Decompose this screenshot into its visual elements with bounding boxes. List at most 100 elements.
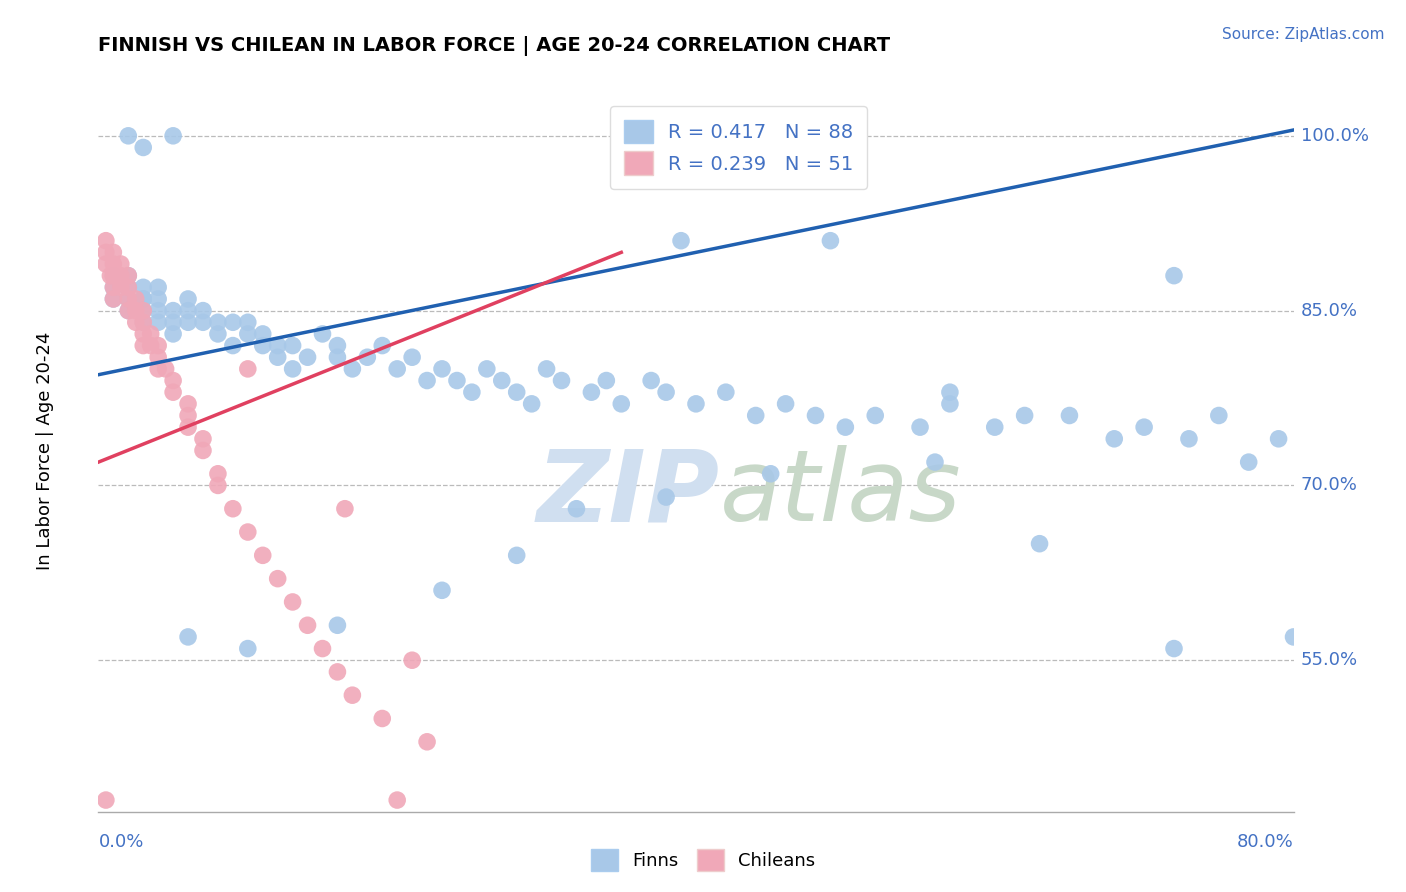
Point — [1282, 630, 1305, 644]
Text: In Labor Force | Age 20-24: In Labor Force | Age 20-24 — [35, 331, 53, 570]
Point — [191, 315, 214, 329]
Point — [148, 315, 170, 329]
Point — [148, 280, 170, 294]
Point — [745, 409, 768, 423]
Point — [565, 501, 588, 516]
Point — [148, 362, 170, 376]
Point — [1237, 455, 1260, 469]
Point — [1178, 432, 1201, 446]
Point — [110, 257, 132, 271]
Point — [117, 268, 139, 283]
Point — [520, 397, 543, 411]
Point — [132, 140, 155, 154]
Point — [117, 303, 139, 318]
Point — [222, 501, 245, 516]
Point — [1163, 268, 1185, 283]
Point — [207, 478, 229, 492]
Point — [1163, 641, 1185, 656]
Point — [236, 315, 259, 329]
Point — [610, 397, 633, 411]
Point — [162, 385, 184, 400]
Point — [267, 338, 290, 352]
Point — [371, 338, 394, 352]
Point — [94, 257, 117, 271]
Point — [117, 303, 139, 318]
Point — [416, 735, 439, 749]
Point — [385, 362, 409, 376]
Point — [446, 374, 468, 388]
Point — [267, 572, 290, 586]
Point — [1208, 409, 1230, 423]
Point — [326, 350, 349, 364]
Point — [506, 549, 529, 563]
Point — [714, 385, 737, 400]
Point — [252, 326, 274, 341]
Point — [1059, 409, 1081, 423]
Point — [94, 793, 117, 807]
Point — [94, 245, 117, 260]
Point — [385, 793, 409, 807]
Point — [342, 688, 364, 702]
Point — [640, 374, 662, 388]
Point — [236, 524, 259, 539]
Text: 85.0%: 85.0% — [1301, 301, 1358, 319]
Point — [177, 420, 200, 434]
Point — [117, 268, 139, 283]
Point — [775, 397, 797, 411]
Point — [103, 268, 125, 283]
Point — [125, 292, 148, 306]
Point — [536, 362, 558, 376]
Point — [191, 432, 214, 446]
Point — [252, 549, 274, 563]
Point — [595, 374, 617, 388]
Point — [162, 326, 184, 341]
Point — [139, 326, 162, 341]
Point — [401, 653, 423, 667]
Point — [222, 338, 245, 352]
Point — [281, 595, 304, 609]
Point — [191, 443, 214, 458]
Text: 100.0%: 100.0% — [1301, 127, 1369, 145]
Text: FINNISH VS CHILEAN IN LABOR FORCE | AGE 20-24 CORRELATION CHART: FINNISH VS CHILEAN IN LABOR FORCE | AGE … — [98, 36, 890, 55]
Point — [125, 303, 148, 318]
Point — [371, 711, 394, 725]
Point — [207, 326, 229, 341]
Point — [416, 374, 439, 388]
Point — [162, 315, 184, 329]
Point — [103, 268, 125, 283]
Point — [491, 374, 513, 388]
Point — [110, 268, 132, 283]
Point — [356, 350, 378, 364]
Point — [326, 338, 349, 352]
Point — [177, 303, 200, 318]
Point — [333, 501, 356, 516]
Point — [177, 630, 200, 644]
Point — [461, 385, 484, 400]
Point — [820, 234, 842, 248]
Point — [117, 292, 139, 306]
Point — [103, 245, 125, 260]
Text: Source: ZipAtlas.com: Source: ZipAtlas.com — [1222, 27, 1385, 42]
Legend: Finns, Chileans: Finns, Chileans — [583, 842, 823, 879]
Legend: R = 0.417   N = 88, R = 0.239   N = 51: R = 0.417 N = 88, R = 0.239 N = 51 — [610, 106, 868, 188]
Point — [1028, 537, 1050, 551]
Point — [236, 326, 259, 341]
Point — [236, 362, 259, 376]
Point — [132, 315, 155, 329]
Text: 55.0%: 55.0% — [1301, 651, 1358, 669]
Point — [342, 362, 364, 376]
Point — [177, 409, 200, 423]
Point — [139, 338, 162, 352]
Point — [103, 280, 125, 294]
Point — [506, 385, 529, 400]
Point — [311, 641, 333, 656]
Point — [1133, 420, 1156, 434]
Point — [94, 234, 117, 248]
Point — [207, 315, 229, 329]
Text: 70.0%: 70.0% — [1301, 476, 1358, 494]
Point — [103, 280, 125, 294]
Point — [267, 350, 290, 364]
Point — [655, 385, 678, 400]
Point — [148, 292, 170, 306]
Text: ZIP: ZIP — [537, 445, 720, 542]
